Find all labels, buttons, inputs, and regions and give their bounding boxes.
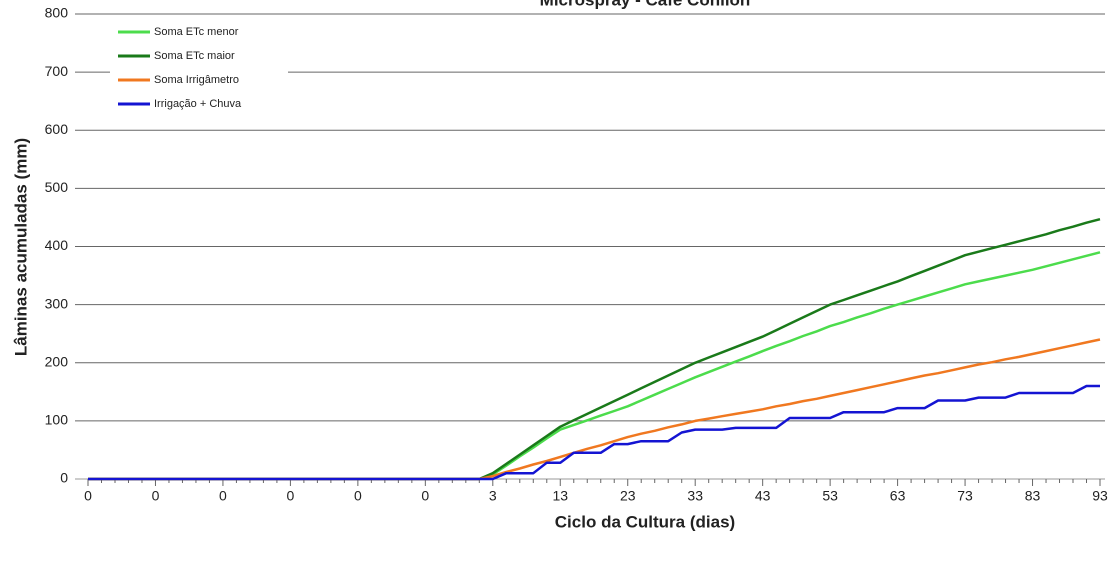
y-tick-label: 0 xyxy=(60,470,68,486)
x-tick-label: 23 xyxy=(620,488,636,504)
x-tick-label: 3 xyxy=(489,488,497,504)
legend: Soma ETc menor Soma ETc maior Soma Irrigâm… xyxy=(110,20,288,120)
y-tick-label: 100 xyxy=(45,412,69,428)
legend-label: Soma ETc maior xyxy=(154,50,235,62)
x-tick-label: 0 xyxy=(152,488,160,504)
x-tick-label: 0 xyxy=(219,488,227,504)
series-line xyxy=(88,251,1101,481)
y-tick-label: 400 xyxy=(45,237,69,253)
legend-label: Irrigação + Chuva xyxy=(154,98,242,110)
legend-label: Soma ETc menor xyxy=(154,26,239,38)
y-tick-label: 300 xyxy=(45,295,69,311)
x-tick-label: 53 xyxy=(822,488,838,504)
x-tick-label: 63 xyxy=(890,488,906,504)
x-axis-label: Ciclo da Cultura (dias) xyxy=(555,512,735,531)
y-tick-label: 700 xyxy=(45,63,69,79)
chart-title: Microspray - Café Conilon xyxy=(540,0,751,9)
y-axis-label: Lâminas acumuladas (mm) xyxy=(11,138,30,356)
x-tick-label: 0 xyxy=(354,488,362,504)
x-tick-label: 13 xyxy=(552,488,568,504)
x-tick-label: 0 xyxy=(84,488,92,504)
x-tick-label: 43 xyxy=(755,488,771,504)
y-tick-label: 500 xyxy=(45,179,69,195)
series-line xyxy=(88,338,1101,481)
x-tick-label: 33 xyxy=(687,488,703,504)
x-tick-label: 0 xyxy=(421,488,429,504)
legend-label: Soma Irrigâmetro xyxy=(154,74,239,86)
x-tick-label: 93 xyxy=(1092,488,1108,504)
x-tick-label: 83 xyxy=(1025,488,1041,504)
x-tick-label: 73 xyxy=(957,488,973,504)
x-tick-label: 0 xyxy=(287,488,295,504)
y-tick-label: 600 xyxy=(45,121,69,137)
series-line xyxy=(88,217,1101,481)
y-tick-label: 800 xyxy=(45,5,69,21)
y-tick-label: 200 xyxy=(45,353,69,369)
series-line xyxy=(88,384,1100,481)
